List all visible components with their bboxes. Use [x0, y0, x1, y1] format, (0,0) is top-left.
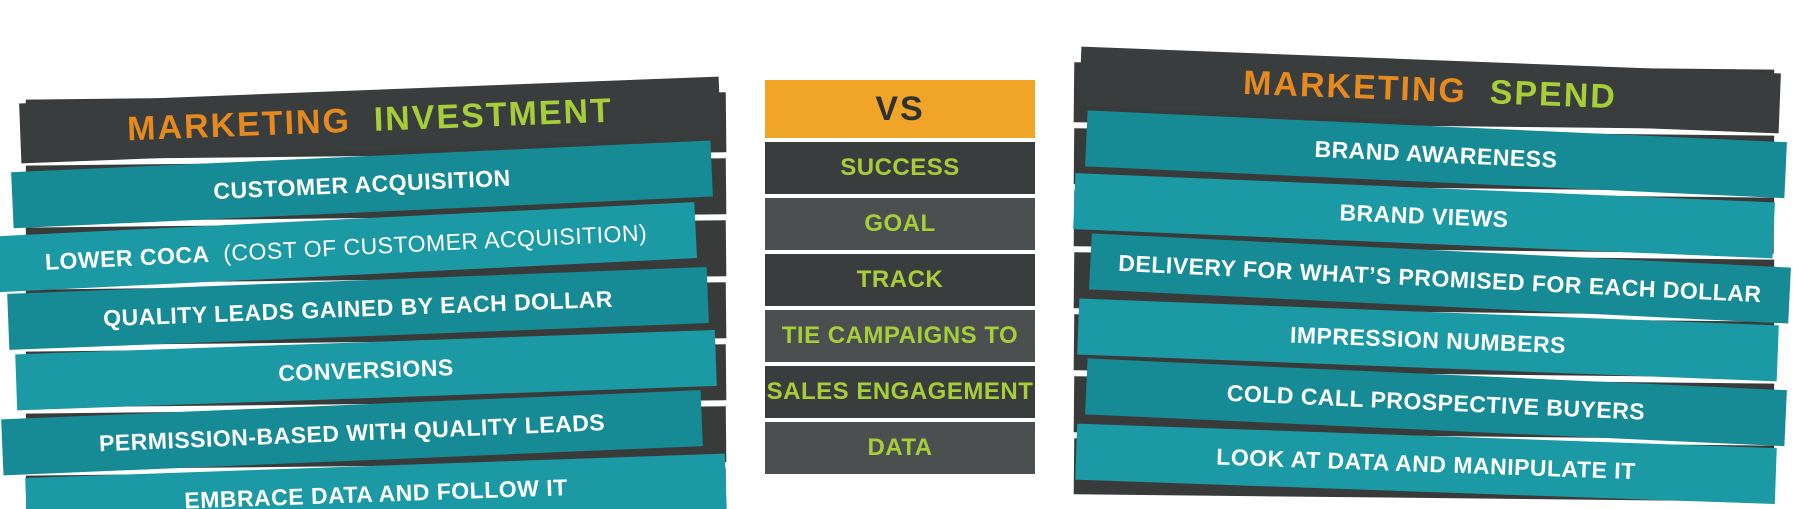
left-header-bar: MARKETING INVESTMENT [20, 90, 720, 150]
center-column: VS SUCCESS GOAL TRACK TIE CAMPAIGNS TO S… [765, 80, 1035, 478]
center-row-4-text: SALES ENGAGEMENT [767, 366, 1034, 418]
left-row-5-text: EMBRACE DATA AND FOLLOW IT [183, 459, 568, 509]
left-row-1: LOWER COCA (COST OF CUSTOMER ACQUISITION… [20, 218, 720, 274]
right-row-1-text: BRAND VIEWS [1338, 184, 1509, 247]
center-row-3: TIE CAMPAIGNS TO [765, 310, 1035, 362]
right-column: MARKETING SPEND BRAND AWARENESS BRAND VI… [1080, 60, 1780, 498]
center-row-5-text: DATA [867, 422, 932, 474]
left-row-2: QUALITY LEADS GAINED BY EACH DOLLAR [20, 280, 720, 336]
right-row-0-text: BRAND AWARENESS [1313, 121, 1558, 188]
right-row-5: LOOK AT DATA AND MANIPULATE IT [1080, 436, 1780, 492]
right-row-3: IMPRESSION NUMBERS [1080, 312, 1780, 368]
left-row-3: CONVERSIONS [20, 342, 720, 398]
center-row-2: TRACK [765, 254, 1035, 306]
center-row-0: SUCCESS [765, 142, 1035, 194]
left-row-0: CUSTOMER ACQUISITION [20, 156, 720, 212]
infographic-stage: MARKETING INVESTMENT CUSTOMER ACQUISITIO… [0, 0, 1800, 509]
left-row-1-text-a: LOWER COCA [44, 226, 211, 290]
center-vs-bar: VS [765, 80, 1035, 138]
center-row-0-text: SUCCESS [840, 142, 960, 194]
left-column: MARKETING INVESTMENT CUSTOMER ACQUISITIO… [20, 90, 720, 509]
left-row-5: EMBRACE DATA AND FOLLOW IT [20, 466, 720, 509]
left-row-3-text: CONVERSIONS [277, 339, 454, 401]
right-row-4: COLD CALL PROSPECTIVE BUYERS [1080, 374, 1780, 430]
right-title-a: MARKETING [1242, 53, 1468, 122]
center-vs-text: VS [875, 80, 924, 138]
right-row-1: BRAND VIEWS [1080, 188, 1780, 244]
right-row-0: BRAND AWARENESS [1080, 126, 1780, 182]
center-row-2-text: TRACK [857, 254, 944, 306]
right-row-3-text: IMPRESSION NUMBERS [1289, 307, 1567, 374]
left-title-b: INVESTMENT [373, 81, 614, 150]
center-row-5: DATA [765, 422, 1035, 474]
right-header-bar: MARKETING SPEND [1080, 60, 1780, 120]
left-row-4: PERMISSION-BASED WITH QUALITY LEADS [20, 404, 720, 460]
left-title-a: MARKETING [126, 91, 352, 160]
center-row-3-text: TIE CAMPAIGNS TO [782, 310, 1018, 362]
center-row-4: SALES ENGAGEMENT [765, 366, 1035, 418]
center-row-1-text: GOAL [864, 198, 935, 250]
right-row-2: DELIVERY FOR WHAT’S PROMISED FOR EACH DO… [1080, 250, 1780, 306]
center-row-1: GOAL [765, 198, 1035, 250]
right-title-b: SPEND [1489, 62, 1618, 127]
